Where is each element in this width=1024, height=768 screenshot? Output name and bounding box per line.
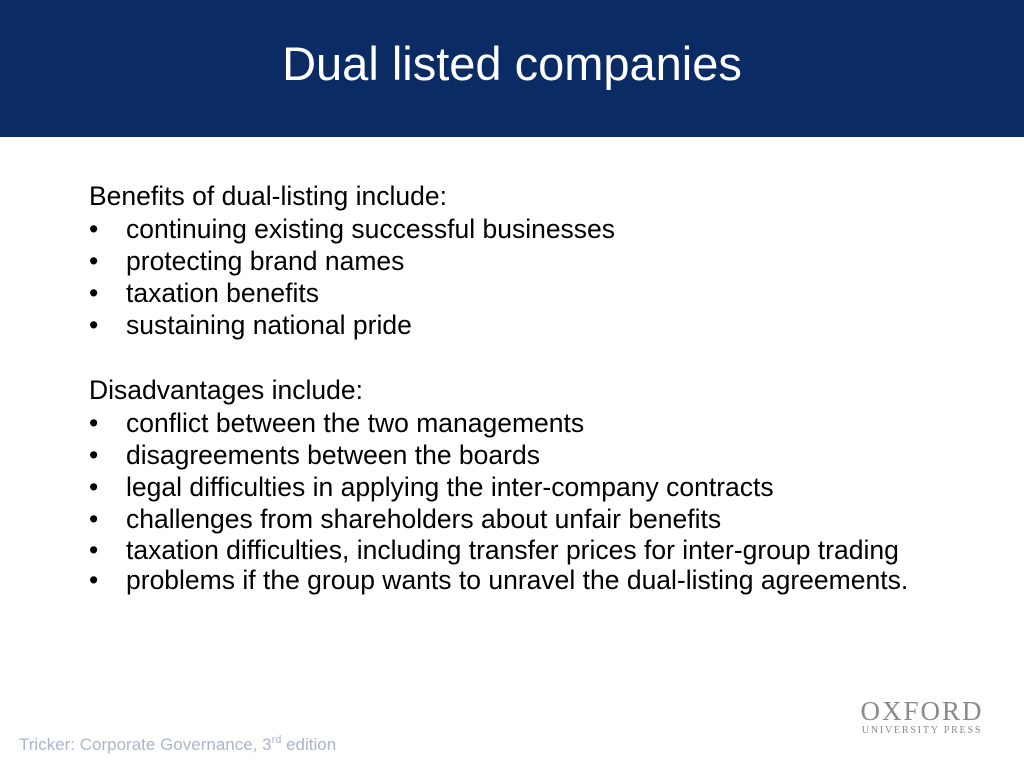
list-item-text: taxation benefits <box>126 278 319 308</box>
list-item-text: taxation difficulties, including transfe… <box>126 535 899 565</box>
benefits-list: • continuing existing successful business… <box>89 215 909 339</box>
list-item-text: disagreements between the boards <box>126 440 540 470</box>
bullet-icon: • <box>89 246 99 276</box>
bullet-icon: • <box>89 278 99 308</box>
title-bar <box>0 0 1024 137</box>
list-item-text: protecting brand names <box>126 246 405 276</box>
slide-title: Dual listed companies <box>282 37 742 90</box>
benefits-heading: Benefits of dual-listing include: <box>89 181 447 211</box>
list-item-text: problems if the group wants to unravel t… <box>126 565 909 595</box>
slide-body: Benefits of dual-listing include: • conti… <box>89 181 909 597</box>
bullet-icon: • <box>89 565 99 595</box>
bullet-icon: • <box>89 408 99 438</box>
footer-citation: Tricker: Corporate Governance, 3rd editi… <box>19 734 336 756</box>
disadvantages-list: • conflict between the two managements • d… <box>89 409 909 593</box>
list-item-text: conflict between the two managements <box>126 408 585 438</box>
oxford-logo: OXFORD UNIVERSITY PRESS <box>852 697 992 737</box>
bullet-icon: • <box>89 310 99 340</box>
bullet-icon: • <box>89 472 99 502</box>
footer-text-end: edition <box>281 735 337 754</box>
disadvantages-heading: Disadvantages include: <box>89 375 364 405</box>
list-item: • conflict between the two managements <box>89 409 909 437</box>
logo-subtitle: UNIVERSITY PRESS <box>861 725 983 736</box>
list-item: • protecting brand names <box>89 247 909 275</box>
list-item: • continuing existing successful business… <box>89 215 909 243</box>
list-item: • legal difficulties in applying the inte… <box>89 473 909 501</box>
list-item-text: continuing existing successful businesse… <box>126 214 616 244</box>
list-item: • disagreements between the boards <box>89 441 909 469</box>
list-item: • challenges from shareholders about unfa… <box>89 505 909 533</box>
footer-superscript: rd <box>271 734 282 746</box>
bullet-icon: • <box>89 504 99 534</box>
list-item-text: challenges from shareholders about unfai… <box>126 504 722 534</box>
bullet-icon: • <box>89 535 99 565</box>
bullet-icon: • <box>89 440 99 470</box>
bullet-icon: • <box>89 214 99 244</box>
list-item-text: sustaining national pride <box>126 310 412 340</box>
list-item: • problems if the group wants to unravel … <box>89 565 909 595</box>
list-item: • taxation benefits <box>89 279 909 307</box>
list-item-text: legal difficulties in applying the inter… <box>126 472 774 502</box>
list-item: • sustaining national pride <box>89 311 909 339</box>
footer-text: Tricker: Corporate Governance, 3 <box>19 735 272 754</box>
logo-wordmark: OXFORD <box>860 696 984 726</box>
list-item: • taxation difficulties, including transf… <box>89 535 909 565</box>
